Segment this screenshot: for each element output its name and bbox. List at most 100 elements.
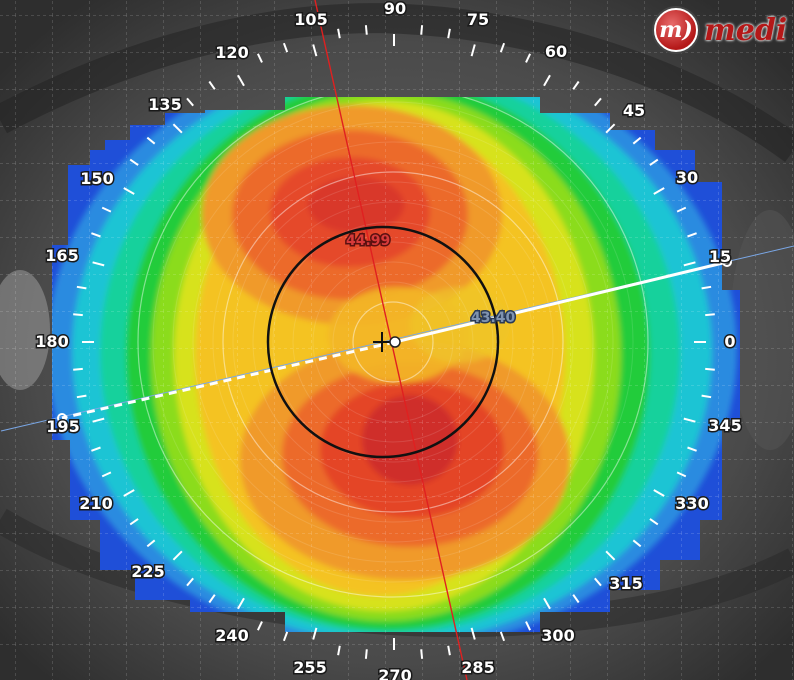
degree-label-240: 240 — [215, 626, 248, 645]
degree-tick-major — [653, 489, 665, 497]
degree-label-285: 285 — [461, 658, 494, 677]
degree-tick — [186, 577, 194, 587]
degree-tick — [687, 446, 697, 452]
degree-tick — [676, 471, 687, 478]
degree-label-165: 165 — [45, 246, 78, 265]
degree-tick-major — [92, 417, 105, 423]
degree-tick-major — [123, 489, 135, 497]
degree-tick — [649, 518, 659, 526]
degree-tick — [256, 621, 263, 631]
degree-label-315: 315 — [609, 574, 642, 593]
degree-tick-marks — [73, 25, 715, 659]
degree-label-30: 30 — [676, 168, 698, 187]
degree-tick — [447, 28, 451, 39]
degree-tick-major — [172, 123, 183, 134]
degree-tick — [91, 446, 101, 452]
degree-tick — [525, 53, 532, 63]
degree-label-15: 15 — [709, 247, 731, 266]
degree-tick-major — [172, 550, 183, 561]
degree-tick — [701, 394, 712, 399]
degree-tick — [705, 313, 715, 317]
degree-tick-major — [543, 597, 551, 610]
flat-meridian-dashed — [61, 340, 396, 420]
degree-tick — [208, 80, 216, 90]
degree-tick — [282, 631, 289, 642]
degree-label-225: 225 — [131, 562, 164, 581]
degree-tick-major — [312, 44, 318, 57]
degree-tick — [101, 206, 112, 213]
degree-tick — [146, 539, 156, 548]
degree-tick — [91, 232, 101, 238]
degree-tick — [420, 649, 424, 659]
degree-tick — [701, 285, 712, 290]
degree-label-60: 60 — [545, 42, 567, 61]
degree-scale: 0 15 30 45 60 75 90 105 120 135 150 165 … — [34, 0, 743, 680]
degree-tick — [499, 631, 506, 642]
steep-k-reading: 44.99 — [346, 233, 390, 249]
degree-label-150: 150 — [80, 169, 113, 188]
pupil-center-cross — [373, 332, 391, 352]
degree-tick-major — [237, 74, 245, 87]
vertex-marker — [389, 336, 401, 348]
flat-k-reading: 43.40 — [471, 310, 516, 326]
flat-meridian-end-marker — [722, 257, 732, 267]
degree-tick — [687, 232, 697, 238]
degree-tick-major — [605, 550, 616, 561]
degree-tick — [73, 367, 83, 371]
degree-tick — [572, 80, 580, 90]
degree-tick — [101, 471, 112, 478]
degree-tick — [73, 313, 83, 317]
brand-name: medi — [704, 12, 788, 48]
degree-label-0: 0 — [724, 332, 735, 351]
degree-tick — [337, 645, 341, 656]
degree-tick-major — [683, 261, 696, 267]
degree-tick — [632, 539, 642, 548]
degree-tick — [256, 53, 263, 63]
degree-tick — [594, 577, 602, 587]
degree-tick-major — [605, 123, 616, 134]
degree-tick-major — [470, 627, 476, 640]
degree-tick — [337, 28, 341, 39]
degree-tick-major — [123, 187, 135, 195]
degree-tick — [447, 645, 451, 656]
degree-label-180: 180 — [35, 332, 68, 351]
pupil-outline — [266, 225, 500, 459]
degree-tick — [364, 649, 368, 659]
flat-meridian-solid — [394, 260, 728, 344]
flat-meridian-end-marker-2 — [57, 413, 67, 423]
degree-label-75: 75 — [467, 10, 489, 29]
degree-label-105: 105 — [294, 10, 327, 29]
degree-label-135: 135 — [148, 95, 181, 114]
degree-tick — [632, 136, 642, 145]
degree-tick — [676, 206, 687, 213]
degree-label-120: 120 — [215, 43, 248, 62]
degree-tick — [499, 42, 506, 53]
degree-tick — [146, 136, 156, 145]
degree-tick — [208, 594, 216, 604]
degree-tick-major — [312, 627, 318, 640]
degree-tick-major — [237, 597, 245, 610]
degree-label-300: 300 — [541, 626, 574, 645]
degree-tick — [129, 518, 139, 526]
degree-label-195: 195 — [46, 417, 79, 436]
degree-label-345: 345 — [708, 416, 741, 435]
degree-tick — [525, 621, 532, 631]
degree-label-330: 330 — [675, 494, 708, 513]
degree-tick — [282, 42, 289, 53]
brand-logo: m) medi — [654, 6, 787, 54]
degree-tick-major — [470, 44, 476, 57]
degree-label-270: 270 — [378, 666, 411, 680]
degree-tick — [76, 394, 87, 399]
degree-tick-major — [543, 74, 551, 87]
degree-label-45: 45 — [623, 101, 645, 120]
degree-tick — [705, 367, 715, 371]
degree-label-255: 255 — [293, 658, 326, 677]
degree-label-210: 210 — [79, 494, 112, 513]
degree-tick — [129, 158, 139, 166]
degree-tick — [572, 594, 580, 604]
degree-tick — [364, 25, 368, 35]
degree-tick-major — [683, 417, 696, 423]
degree-tick — [594, 97, 602, 107]
